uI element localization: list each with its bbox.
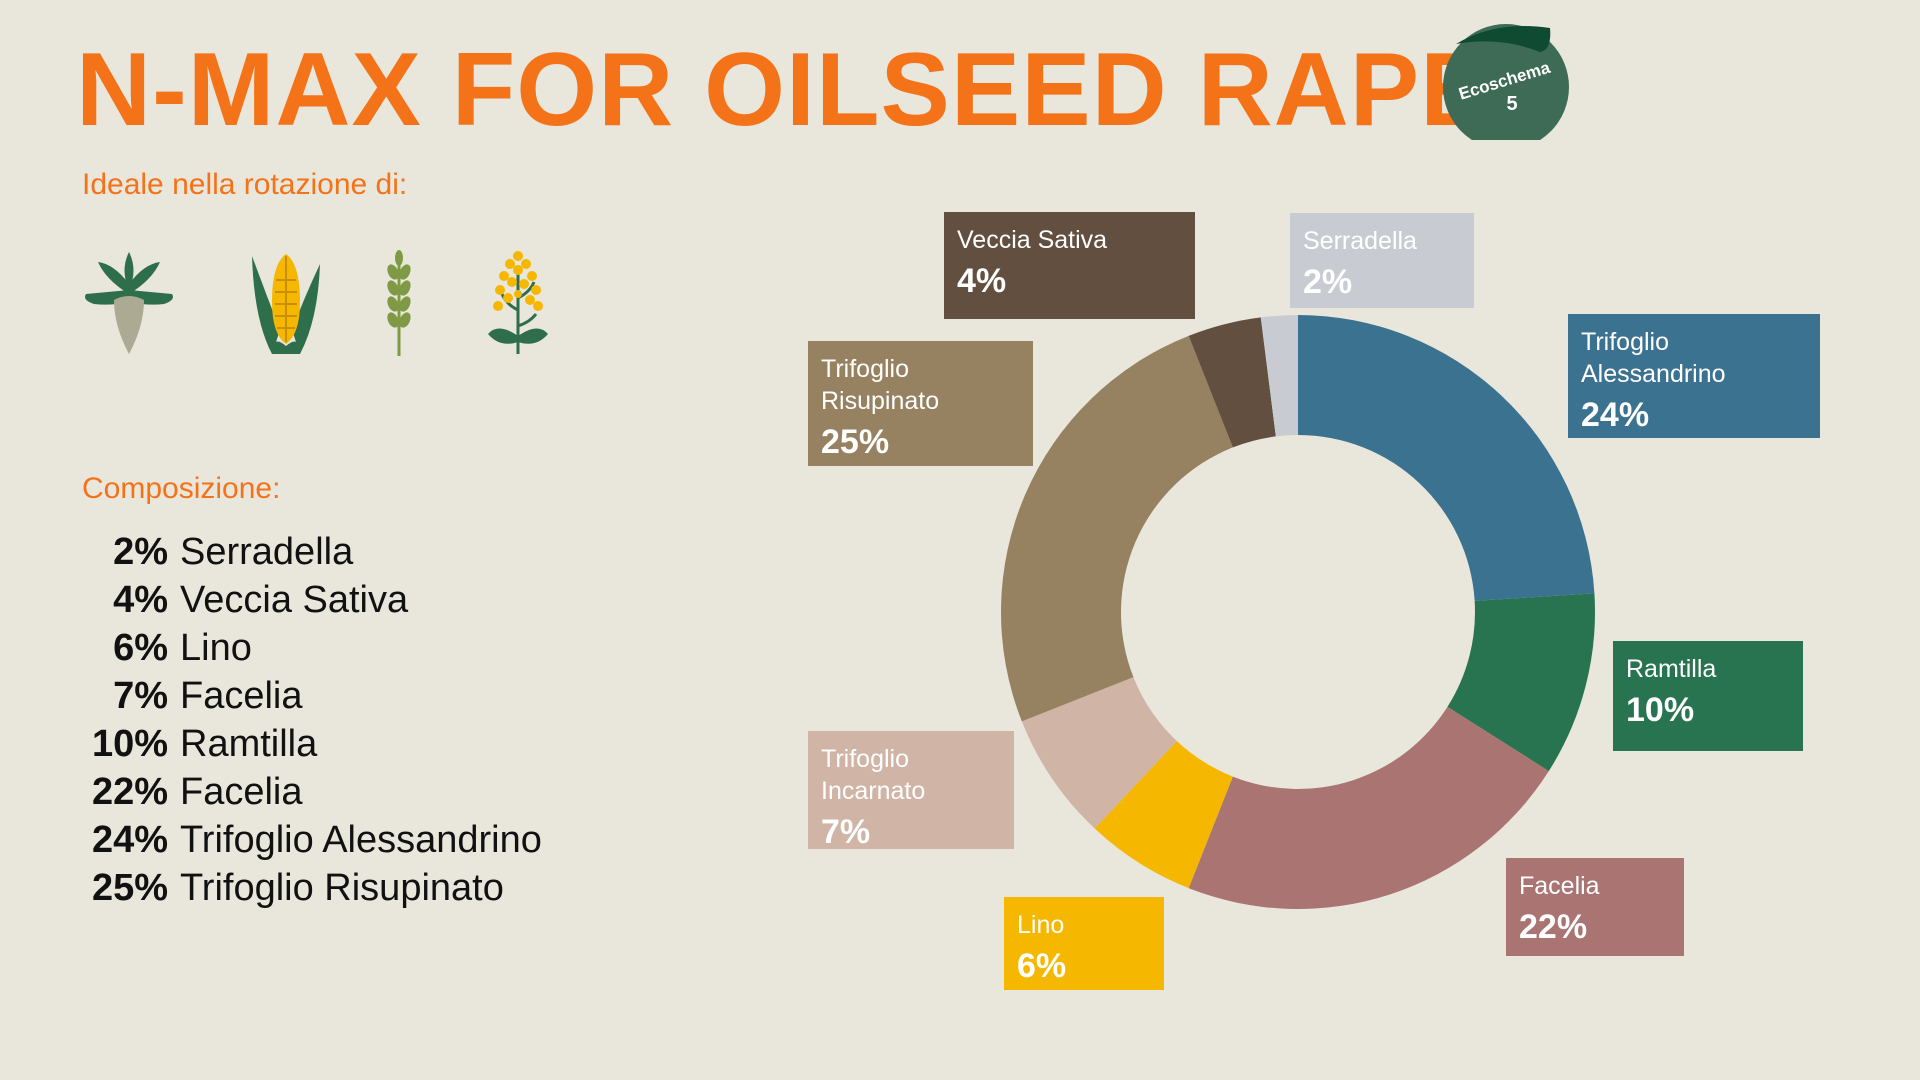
item-percent: 10% bbox=[91, 722, 168, 765]
slice-label-ramtilla: Ramtilla 10% bbox=[1613, 641, 1803, 751]
donut-slice-veccia-sativa bbox=[1188, 317, 1276, 448]
slice-label-percent: 6% bbox=[1017, 947, 1067, 985]
slice-label-veccia-sativa: Veccia Sativa 4% bbox=[944, 212, 1195, 319]
list-item: 4% Veccia Sativa bbox=[60, 576, 542, 624]
list-item: 2% Serradella bbox=[60, 528, 542, 576]
donut-slice-trifoglio-alessandrino bbox=[1298, 315, 1595, 601]
slice-label-name: Trifoglio Risupinato bbox=[821, 355, 940, 415]
donut-slice-serradella bbox=[1260, 315, 1298, 437]
slice-label-percent: 2% bbox=[1303, 263, 1353, 301]
slice-label-name: Ramtilla bbox=[1626, 655, 1717, 683]
slice-label-trifoglio-alessandrino: Trifoglio Alessandrino 24% bbox=[1568, 314, 1820, 438]
item-name: Facelia bbox=[180, 770, 303, 813]
sugar-beet-icon bbox=[85, 252, 173, 354]
list-item: 6% Lino bbox=[60, 624, 542, 672]
donut-slice-ramtilla bbox=[1447, 593, 1595, 772]
item-name: Ramtilla bbox=[180, 722, 318, 765]
item-name: Veccia Sativa bbox=[180, 578, 409, 621]
slice-label-percent: 7% bbox=[821, 813, 871, 851]
list-item: 10% Ramtilla bbox=[60, 720, 542, 768]
donut-slice-lino bbox=[1094, 741, 1233, 889]
page-title: N-MAX FOR OILSEED RAPE bbox=[76, 32, 1491, 148]
item-percent: 4% bbox=[113, 578, 168, 621]
item-name: Lino bbox=[180, 626, 252, 669]
list-item: 7% Facelia bbox=[60, 672, 542, 720]
slice-label-name: Serradella bbox=[1303, 227, 1417, 255]
slice-label-serradella: Serradella 2% bbox=[1290, 213, 1474, 308]
item-name: Facelia bbox=[180, 674, 303, 717]
slice-label-percent: 22% bbox=[1519, 908, 1588, 946]
donut-slice-trifoglio-risupinato bbox=[1001, 335, 1233, 722]
slice-label-trifoglio-incarnato: Trifoglio Incarnato 7% bbox=[808, 731, 1014, 851]
item-name: Trifoglio Alessandrino bbox=[180, 818, 542, 861]
item-percent: 7% bbox=[113, 674, 168, 717]
item-percent: 2% bbox=[113, 530, 168, 573]
slice-label-name: Facelia bbox=[1519, 872, 1600, 900]
ecoschema-badge: Ecoschema 5 bbox=[1440, 22, 1572, 140]
slice-label-trifoglio-risupinato: Trifoglio Risupinato 25% bbox=[808, 341, 1033, 466]
corn-icon bbox=[252, 254, 320, 354]
item-name: Serradella bbox=[180, 530, 354, 573]
list-item: 25% Trifoglio Risupinato bbox=[60, 864, 542, 912]
item-percent: 6% bbox=[113, 626, 168, 669]
badge-line2: 5 bbox=[1506, 93, 1517, 115]
slice-label-name: Lino bbox=[1017, 911, 1065, 939]
wheat-icon bbox=[387, 250, 411, 356]
rotation-heading: Ideale nella rotazione di: bbox=[82, 168, 408, 201]
composition-heading: Composizione: bbox=[82, 472, 281, 505]
slice-label-percent: 25% bbox=[821, 423, 890, 461]
donut-slice-facelia bbox=[1188, 706, 1549, 909]
slice-label-percent: 4% bbox=[957, 262, 1007, 300]
slice-label-percent: 10% bbox=[1626, 691, 1695, 729]
slice-label-facelia: Facelia 22% bbox=[1506, 858, 1684, 956]
list-item: 22% Facelia bbox=[60, 768, 542, 816]
rapeseed-icon bbox=[488, 251, 548, 354]
item-percent: 24% bbox=[91, 818, 168, 861]
item-name: Trifoglio Risupinato bbox=[180, 866, 504, 909]
donut-slice-trifoglio-incarnato bbox=[1021, 677, 1177, 829]
item-percent: 25% bbox=[91, 866, 168, 909]
composition-list: 2% Serradella 4% Veccia Sativa 6% Lino 7% Fa… bbox=[60, 528, 542, 912]
slice-label-lino: Lino 6% bbox=[1004, 897, 1164, 990]
slice-label-name: Trifoglio Alessandrino bbox=[1581, 328, 1726, 388]
list-item: 24% Trifoglio Alessandrino bbox=[60, 816, 542, 864]
item-percent: 22% bbox=[91, 770, 168, 813]
slice-label-name: Trifoglio Incarnato bbox=[821, 745, 926, 805]
slice-label-percent: 24% bbox=[1581, 396, 1650, 434]
slice-label-name: Veccia Sativa bbox=[957, 226, 1108, 254]
